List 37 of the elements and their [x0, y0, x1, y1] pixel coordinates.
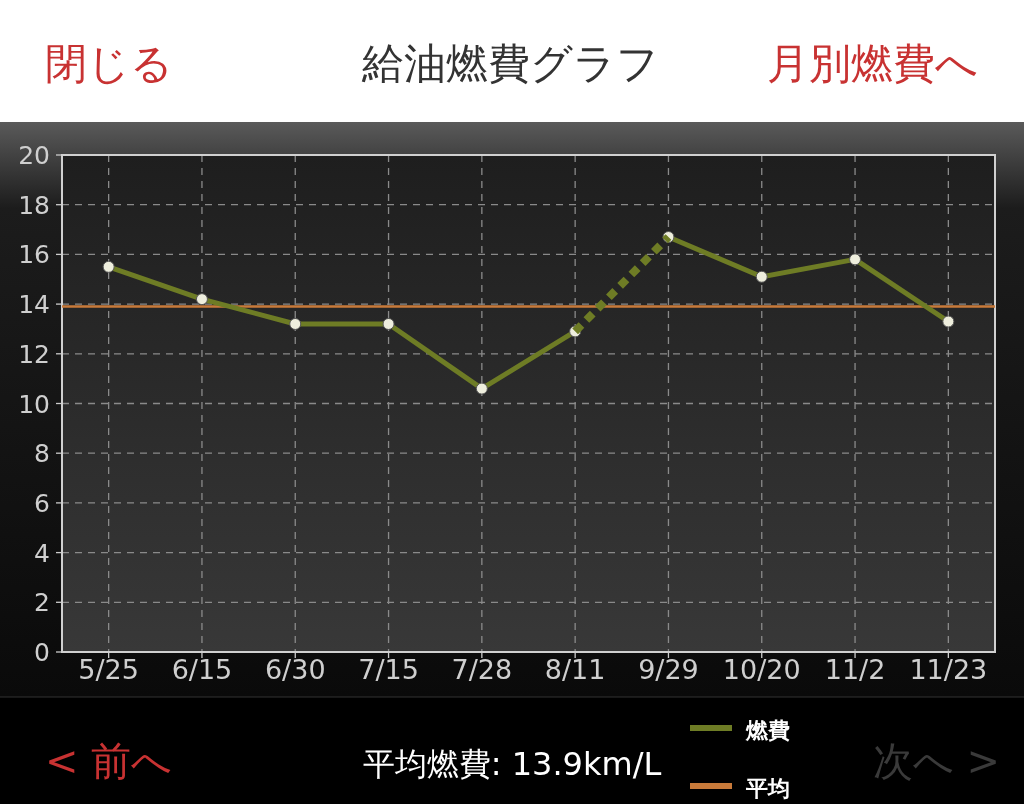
y-tick-label: 18 — [18, 190, 50, 220]
point — [195, 293, 208, 306]
y-tick-label: 20 — [18, 141, 50, 170]
y-tick-label: 14 — [18, 290, 50, 320]
x-tick-label: 7/15 — [358, 654, 419, 685]
legend-label: 平均 — [745, 776, 790, 801]
x-tick-label: 11/23 — [909, 654, 988, 685]
y-tick-label: 4 — [34, 538, 50, 568]
y-tick-label: 12 — [18, 339, 50, 369]
y-tick-label: 6 — [34, 488, 50, 518]
point — [289, 317, 302, 330]
chart-title: 給油燃費グラフ — [360, 39, 659, 88]
text: < 前へ — [45, 738, 173, 784]
x-tick-label: 6/30 — [264, 654, 326, 685]
text: 次へ > — [872, 738, 1000, 784]
point — [475, 382, 488, 395]
y-tick-label: 2 — [34, 588, 50, 618]
y-tick-label: 8 — [34, 439, 50, 469]
legend-label: 燃費 — [745, 718, 790, 743]
x-tick-label: 9/29 — [638, 654, 699, 685]
text: 月別燃費へ — [767, 39, 978, 88]
y-tick-label: 0 — [34, 638, 50, 667]
x-tick-label: 5/25 — [78, 654, 139, 685]
x-tick-label: 10/20 — [722, 654, 801, 685]
point — [755, 270, 768, 283]
point — [849, 253, 862, 266]
point — [942, 315, 955, 328]
text: 閉じる — [45, 39, 173, 88]
point — [102, 260, 115, 273]
x-tick-label: 8/11 — [544, 654, 606, 685]
x-tick-label: 7/28 — [451, 654, 513, 685]
point — [382, 317, 395, 330]
y-tick-label: 16 — [18, 240, 50, 270]
x-tick-label: 6/15 — [171, 654, 233, 685]
text: 平均燃費: 13.9km/L — [362, 745, 662, 783]
x-tick-label: 11/2 — [824, 654, 886, 685]
y-tick-label: 10 — [18, 389, 50, 419]
